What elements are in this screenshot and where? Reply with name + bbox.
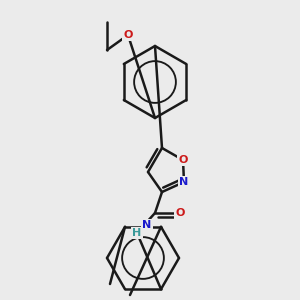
Text: O: O [123,30,133,40]
Text: O: O [175,208,185,218]
Text: O: O [178,155,188,165]
Text: N: N [142,220,152,230]
Text: N: N [179,177,189,187]
Text: H: H [132,228,142,238]
